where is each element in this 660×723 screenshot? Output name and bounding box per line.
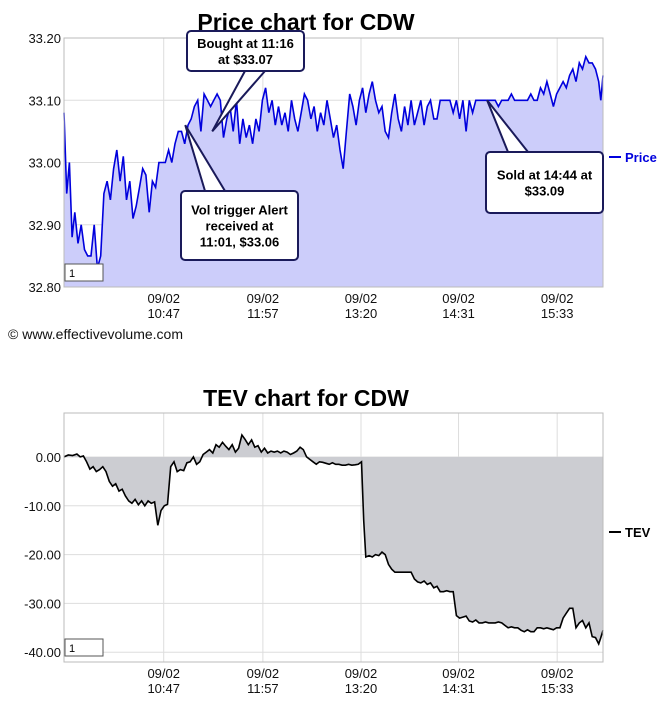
tev-xtick-date: 09/02: [147, 666, 180, 681]
price-y-axis: 33.20 33.10 33.00 32.90 32.80: [28, 31, 61, 295]
tev-xtick-time: 14:31: [442, 681, 475, 696]
price-xtick-date: 09/02: [345, 291, 378, 306]
price-xtick-time: 11:57: [247, 306, 279, 321]
tev-chart-title: TEV chart for CDW: [203, 385, 409, 411]
price-xtick-time: 15:33: [541, 306, 574, 321]
tev-xtick-time: 10:47: [147, 681, 180, 696]
tev-series-line: [63, 433, 604, 646]
price-xtick-time: 10:47: [147, 306, 180, 321]
tev-area-fill: [64, 435, 603, 644]
price-ytick-label: 32.80: [28, 280, 61, 295]
tev-legend-label: TEV: [625, 525, 651, 540]
price-range-box[interactable]: 1: [64, 263, 104, 282]
price-x-axis: 09/0210:4709/0211:5709/0213:2009/0214:31…: [147, 291, 573, 321]
price-range-box-value: 1: [69, 268, 75, 280]
tev-xtick-time: 13:20: [345, 681, 378, 696]
price-xtick-date: 09/02: [247, 291, 280, 306]
price-xtick-date: 09/02: [442, 291, 475, 306]
price-ytick-label: 32.90: [28, 218, 61, 233]
tev-range-box-value: 1: [69, 643, 75, 655]
tev-xtick-time: 11:57: [247, 681, 279, 696]
annotation-text: $33.09: [525, 184, 565, 199]
annotation-pointer: [211, 70, 266, 133]
price-xtick-date: 09/02: [541, 291, 574, 306]
annotation-box: [180, 190, 299, 261]
price-ytick-label: 33.10: [28, 93, 61, 108]
tev-ytick-label: -30.00: [24, 596, 61, 611]
annotation-text: Vol trigger Alert: [191, 203, 288, 218]
annotation-text: Bought at 11:16: [197, 36, 294, 51]
tev-range-box[interactable]: 1: [64, 638, 104, 657]
price-xtick-time: 14:31: [442, 306, 475, 321]
annotation-box: [485, 151, 604, 214]
tev-x-axis: 09/0210:4709/0211:5709/0213:2009/0214:31…: [147, 666, 573, 696]
price-xtick-time: 13:20: [345, 306, 378, 321]
price-ytick-label: 33.00: [28, 156, 61, 171]
price-series-line: [63, 54, 604, 269]
annotation-pointer: [486, 99, 529, 153]
annotation-text: received at: [206, 219, 275, 234]
tev-legend: TEV: [609, 525, 651, 540]
price-ytick-label: 33.20: [28, 31, 61, 46]
tev-ytick-label: -40.00: [24, 645, 61, 660]
tev-xtick-date: 09/02: [247, 666, 280, 681]
tev-xtick-date: 09/02: [442, 666, 475, 681]
tev-xtick-time: 15:33: [541, 681, 574, 696]
annotation-text: 11:01, $33.06: [200, 235, 280, 250]
annotation-text: at $33.07: [218, 52, 273, 67]
tev-plot-frame: [63, 412, 604, 663]
annotation-text: Sold at 14:44 at: [497, 168, 593, 183]
copyright-text: © www.effectivevolume.com: [8, 326, 184, 342]
tev-ytick-label: 0.00: [36, 450, 61, 465]
tev-xtick-date: 09/02: [541, 666, 574, 681]
tev-ytick-label: -10.00: [24, 499, 61, 514]
annotation-box: [186, 30, 305, 72]
tev-y-axis: 0.00 -10.00 -20.00 -30.00 -40.00: [24, 450, 61, 660]
tev-xtick-date: 09/02: [345, 666, 378, 681]
tev-ytick-label: -20.00: [24, 548, 61, 563]
price-legend-label: Price: [625, 150, 657, 165]
price-xtick-date: 09/02: [147, 291, 180, 306]
price-legend: Price: [609, 150, 657, 165]
annotation-pointer: [184, 124, 226, 192]
